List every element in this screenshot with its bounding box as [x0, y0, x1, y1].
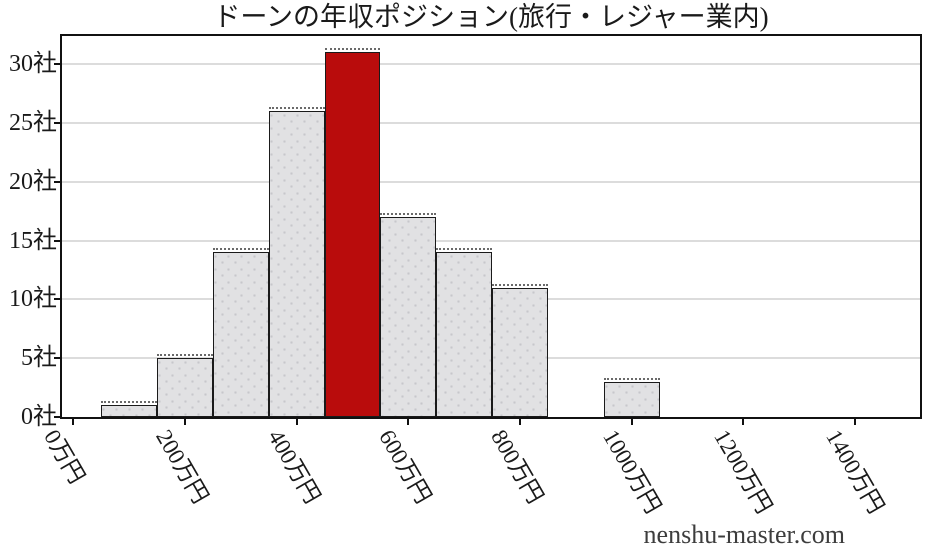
gridline-y-20	[62, 180, 920, 183]
histogram-bar-300	[212, 248, 269, 417]
histogram-bar-500	[324, 48, 381, 417]
y-tick-label-25: 25社	[9, 110, 57, 137]
x-tick-1000	[630, 419, 633, 425]
x-tick-label-400: 400万円	[262, 425, 325, 508]
y-tick-label-15: 15社	[9, 227, 57, 254]
x-tick-1400	[854, 419, 857, 425]
x-tick-200	[183, 419, 186, 425]
x-tick-600	[407, 419, 410, 425]
y-tick-label-20: 20社	[9, 168, 57, 195]
y-tick-20	[54, 180, 60, 183]
y-tick-label-5: 5社	[21, 345, 57, 372]
x-tick-label-1400: 1400万円	[821, 425, 890, 518]
y-tick-25	[54, 122, 60, 125]
x-tick-0	[72, 419, 75, 425]
y-tick-5	[54, 357, 60, 360]
x-tick-1200	[742, 419, 745, 425]
gridline-y-30	[62, 63, 920, 66]
x-tick-400	[295, 419, 298, 425]
plot-area	[60, 34, 922, 419]
y-tick-label-10: 10社	[9, 286, 57, 313]
y-tick-30	[54, 63, 60, 66]
histogram-bar-400	[268, 107, 325, 417]
y-tick-15	[54, 239, 60, 242]
x-tick-label-200: 200万円	[151, 425, 214, 508]
x-tick-800	[519, 419, 522, 425]
histogram-bar-700	[436, 248, 493, 417]
histogram-bar-600	[380, 213, 437, 417]
x-tick-label-600: 600万円	[374, 425, 437, 508]
x-tick-label-1200: 1200万円	[709, 425, 778, 518]
gridline-y-25	[62, 122, 920, 125]
gridline-y-15	[62, 239, 920, 242]
x-tick-label-1000: 1000万円	[597, 425, 666, 518]
y-tick-label-0: 0社	[21, 404, 57, 430]
histogram-bar-200	[156, 354, 213, 417]
histogram-bar-100	[101, 401, 157, 417]
chart-title: ドーンの年収ポジション(旅行・レジャー業内)	[213, 2, 769, 32]
histogram-bar-800	[492, 283, 548, 417]
x-tick-label-800: 800万円	[486, 425, 549, 508]
watermark-text: nenshu-master.com	[643, 520, 845, 549]
histogram-bar-1000	[603, 377, 660, 417]
y-tick-0	[54, 416, 60, 418]
x-tick-label-0: 0万円	[39, 425, 90, 488]
y-tick-label-30: 30社	[9, 51, 57, 78]
y-tick-10	[54, 298, 60, 301]
